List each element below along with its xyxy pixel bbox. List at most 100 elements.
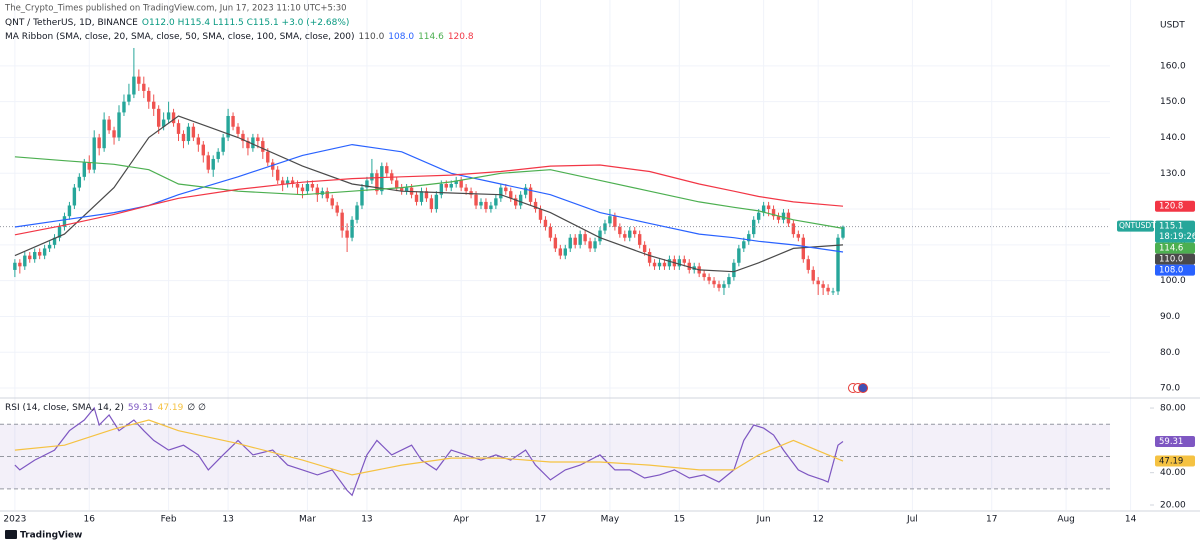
candle-body [290, 180, 295, 185]
price-badge-label: 108.0 [1159, 266, 1183, 276]
candle-body [236, 126, 240, 134]
candle-body [771, 209, 776, 217]
candle-body [285, 180, 290, 185]
y-tick-label: 70.0 [1160, 384, 1180, 394]
price-badge [1155, 220, 1195, 243]
logo: TradingView [5, 530, 82, 541]
candle-body [618, 226, 622, 235]
x-tick-label: 17 [986, 515, 997, 525]
publisher: The_Crypto_Times published on TradingVie… [4, 4, 347, 14]
candle-body [127, 94, 131, 102]
candle-body [18, 262, 22, 267]
candle-body [404, 187, 409, 192]
x-tick-label: 14 [1125, 515, 1137, 525]
candle-body [583, 234, 587, 242]
candle-body [399, 187, 404, 192]
candle-body [687, 262, 691, 270]
candle-body [201, 144, 206, 156]
candle-body [211, 158, 215, 170]
candle-body [469, 191, 473, 195]
value-badge-label: 59.31 [1159, 437, 1183, 447]
candle-body [791, 223, 796, 235]
candle-body [836, 237, 840, 292]
candle-body [573, 237, 577, 245]
candle-body [355, 205, 359, 220]
candle-body [350, 219, 354, 238]
candle-body [419, 191, 424, 202]
candle-body [494, 198, 498, 206]
candle-body [826, 287, 830, 292]
symbol-tag-box [1117, 220, 1154, 232]
candle-body [593, 241, 597, 249]
candle-body [732, 262, 736, 278]
y-tick-label: 40.00 [1160, 468, 1186, 478]
candle-body [370, 173, 374, 181]
candle-body [13, 262, 17, 270]
candle-body [841, 226, 845, 238]
y-tick-label: 100.0 [1160, 276, 1186, 286]
price-badge [1155, 253, 1195, 265]
candle-body [578, 234, 582, 245]
price-badge-label: 114.6 [1159, 244, 1183, 254]
candle-body [330, 198, 334, 206]
candle-body [47, 244, 52, 249]
candle-body [657, 262, 662, 267]
candle-body [821, 284, 825, 288]
candle-body [251, 137, 255, 149]
candle-body [365, 180, 369, 188]
candle-body [380, 166, 384, 192]
ma-line [14, 156, 844, 229]
price-badge-label: 110.0 [1159, 255, 1183, 265]
candle-body [295, 184, 300, 188]
ma-legend-value: 110.0 [359, 32, 385, 42]
candle-body [781, 212, 786, 220]
x-tick-label: Apr [453, 515, 469, 525]
x-tick-label: Mar [299, 515, 316, 525]
candle-body [28, 255, 32, 260]
candle-body [414, 194, 419, 202]
candle-body [509, 191, 513, 199]
candle-body [266, 151, 270, 163]
candle-body [667, 259, 672, 267]
candle-body [360, 187, 364, 206]
candle-body [112, 130, 116, 138]
footer: TradingView [20, 531, 82, 541]
ma-legend-value: 108.0 [388, 32, 414, 42]
candle-body [677, 259, 682, 267]
candle-body [474, 194, 478, 206]
x-tick-label: 2023 [3, 515, 26, 525]
candle-body [117, 112, 121, 138]
candle-body [241, 133, 245, 142]
symbol-tag: QNTUSDT [1119, 221, 1156, 230]
candle-body [429, 198, 434, 210]
ma-legend-value: 120.8 [448, 32, 474, 42]
candle-body [67, 205, 72, 217]
candle-body [166, 112, 171, 120]
rsi-title: RSI (14, close, SMA, 14, 2) [5, 403, 124, 413]
candle-body [563, 248, 567, 256]
candle-body [514, 198, 518, 206]
candle-body [196, 137, 201, 145]
y-tick-label: 150.0 [1160, 97, 1186, 107]
candle-body [226, 115, 230, 138]
candle-body [221, 137, 225, 152]
candle-body [454, 180, 458, 185]
candle-body [633, 230, 637, 235]
candle-body [132, 76, 136, 95]
candle-body [72, 187, 77, 206]
candle-body [598, 230, 602, 242]
y-tick-label: 80.0 [1160, 348, 1180, 358]
candle-body [518, 194, 523, 206]
candle-body [722, 284, 726, 288]
candle-body [52, 237, 57, 245]
candle-body [647, 252, 652, 263]
candle-body [191, 126, 196, 138]
candle-body [181, 133, 186, 142]
candle-body [33, 252, 37, 260]
candle-body [256, 137, 260, 142]
x-tick-label: May [601, 515, 620, 525]
candle-body [57, 226, 62, 238]
candle-body [97, 137, 101, 149]
